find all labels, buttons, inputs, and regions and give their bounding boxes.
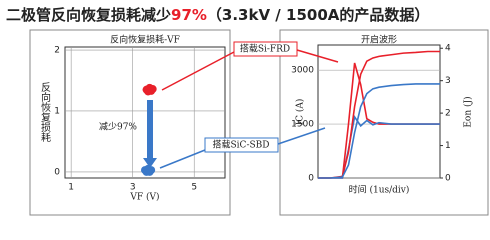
chart-title: 开启波形 [361, 34, 397, 46]
x-tick-label: 5 [191, 183, 197, 193]
y-axis-label: 反向恢复损耗 [39, 82, 51, 143]
callouts [143, 41, 339, 169]
reduction-arrow-head [143, 158, 157, 168]
chart-title: 反向恢复损耗-VF [110, 34, 180, 46]
y-tick-label: 3000 [291, 66, 314, 76]
x-tick-label: 3 [130, 183, 136, 193]
right-frame [279, 29, 489, 216]
title-end: （3.3kV / 1500A的产品数据） [207, 6, 429, 24]
figure: 二极管反向恢复损耗减少97%（3.3kV / 1500A的产品数据） 反向恢复损… [6, 6, 489, 216]
series-line [318, 83, 440, 179]
series-line [318, 50, 440, 179]
y2-axis-label: Eon (J) [463, 96, 474, 127]
title-start: 二极管反向恢复损耗减少 [6, 6, 171, 24]
annotation: 搭载SiC-SBD [213, 139, 270, 151]
y-tick-label: 0 [54, 167, 60, 177]
point [145, 167, 154, 176]
left-frame [29, 29, 231, 216]
point [147, 86, 156, 95]
si-arrow-left [161, 51, 235, 91]
y2-tick-label: 1 [445, 141, 451, 151]
y2-tick-label: 3 [445, 76, 451, 86]
si-arrow-right [296, 49, 339, 63]
y2-tick-label: 2 [445, 109, 451, 119]
annotation: 搭载Si-FRD [240, 43, 290, 55]
x-axis-label: 时间 (1us/div) [349, 184, 410, 196]
annotation: 减少97% [99, 121, 137, 133]
x-tick-label: 1 [68, 183, 74, 193]
y-tick-label: 1 [54, 106, 60, 116]
title-highlight: 97% [171, 6, 207, 24]
page-title: 二极管反向恢复损耗减少97%（3.3kV / 1500A的产品数据） [6, 6, 429, 24]
sic-arrow-left [159, 149, 206, 169]
y2-tick-label: 4 [445, 44, 451, 54]
sic-box [204, 137, 279, 153]
plot-area [317, 44, 441, 179]
plot-area [64, 46, 226, 179]
y-tick-label: 1500 [291, 120, 314, 130]
y-tick-label: 2 [54, 46, 60, 56]
sic-arrow-right [277, 127, 326, 145]
y-axis-label: IC (A) [295, 99, 306, 126]
x-axis-label: VF (V) [129, 192, 159, 203]
y-tick-label: 0 [308, 174, 314, 184]
si-box [233, 41, 298, 57]
y2-tick-label: 0 [445, 174, 451, 184]
